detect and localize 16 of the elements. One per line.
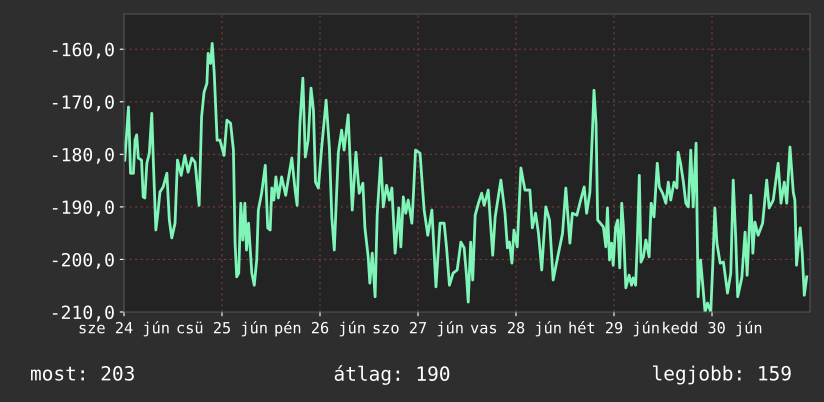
y-tick-label: -210,0 <box>52 306 114 322</box>
y-tick-label: -200,0 <box>52 252 114 269</box>
x-tick-label: szo 27 jún <box>374 321 463 336</box>
text: most: 203 <box>31 366 134 381</box>
x-tick-label: csü 25 jún <box>177 321 267 336</box>
x-tick-label: pén 26 jún <box>275 321 365 336</box>
y-tick-label: -170,0 <box>52 95 114 112</box>
y-tick-label: -160,0 <box>52 42 114 59</box>
x-tick-label: hét 29 jún <box>569 321 659 336</box>
text: legjobb: 159 <box>653 365 791 385</box>
text: átlag: 190 <box>334 365 450 385</box>
x-tick-label: sze 24 jún <box>80 321 169 336</box>
y-tick-label: -180,0 <box>52 148 114 164</box>
x-tick-label: kedd 30 jún <box>663 321 762 336</box>
y-tick-label: -190,0 <box>52 200 114 216</box>
x-tick-label: vas 28 jún <box>470 321 561 336</box>
